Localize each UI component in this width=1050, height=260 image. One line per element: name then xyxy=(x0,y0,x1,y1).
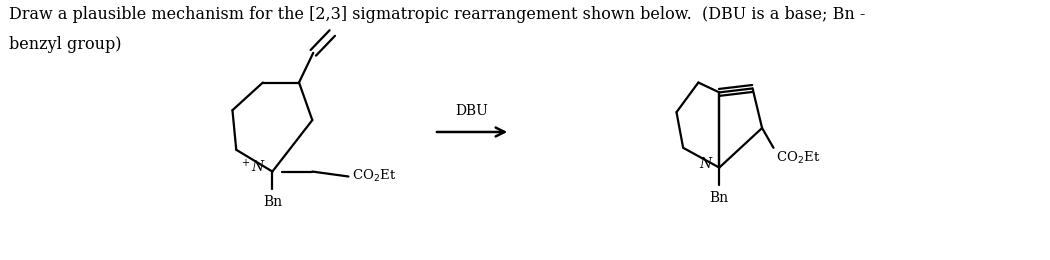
Text: CO$_2$Et: CO$_2$Et xyxy=(776,150,820,166)
Text: $^+$N: $^+$N xyxy=(238,158,266,175)
Text: CO$_2$Et: CO$_2$Et xyxy=(352,167,397,184)
Text: benzyl group): benzyl group) xyxy=(9,36,122,53)
Text: Bn: Bn xyxy=(710,191,729,205)
Text: Bn: Bn xyxy=(262,195,282,209)
Text: DBU: DBU xyxy=(456,104,488,118)
Text: N: N xyxy=(699,157,712,171)
Text: Draw a plausible mechanism for the [2,3] sigmatropic rearrangement shown below. : Draw a plausible mechanism for the [2,3]… xyxy=(9,6,865,23)
